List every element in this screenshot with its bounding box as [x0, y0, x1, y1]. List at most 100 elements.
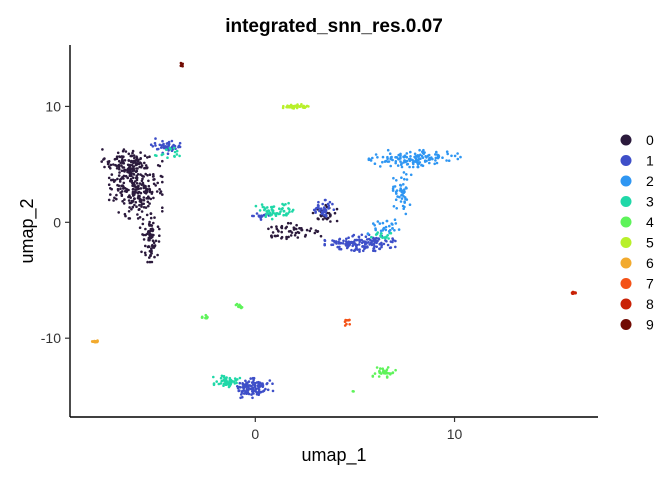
data-point [318, 207, 321, 210]
data-point [138, 216, 142, 219]
y-axis-ticks: 10 0 -10 [41, 98, 70, 346]
data-point [313, 231, 317, 235]
data-point [322, 213, 326, 217]
data-point [295, 104, 298, 108]
data-point [145, 197, 148, 200]
data-point [360, 238, 364, 242]
data-point [404, 186, 408, 189]
data-point [109, 163, 113, 167]
data-point [144, 206, 148, 209]
data-point [393, 218, 397, 221]
data-point [416, 159, 419, 163]
data-point [154, 239, 158, 243]
data-point [141, 218, 145, 221]
data-point [139, 151, 142, 154]
data-point [147, 245, 150, 248]
data-point [274, 234, 278, 238]
data-point [286, 221, 290, 225]
data-point [149, 197, 153, 201]
series-9 [179, 61, 184, 68]
data-point [167, 144, 170, 148]
data-point [295, 227, 298, 231]
data-point [370, 242, 374, 246]
data-point [128, 217, 132, 220]
data-point [352, 233, 356, 237]
data-point [381, 229, 385, 232]
data-point [129, 173, 133, 176]
data-point [253, 385, 257, 389]
data-point [163, 146, 166, 150]
data-point [125, 187, 128, 191]
data-point [101, 148, 104, 151]
data-point [393, 229, 396, 232]
legend-swatch [620, 278, 632, 289]
data-point [343, 324, 347, 327]
data-point [137, 190, 141, 194]
data-point [166, 152, 170, 155]
data-point [402, 183, 405, 186]
data-point [119, 187, 122, 190]
series-1 [149, 137, 397, 400]
data-point [156, 181, 159, 185]
data-point [161, 193, 164, 196]
data-point [107, 183, 111, 186]
data-point [400, 163, 403, 166]
data-point [403, 201, 407, 204]
data-point [112, 199, 115, 202]
data-point [372, 242, 376, 246]
data-point [152, 196, 155, 200]
data-point [121, 159, 125, 163]
data-point [293, 234, 297, 237]
data-point [404, 212, 408, 216]
data-point [241, 383, 245, 386]
data-point [418, 148, 421, 152]
data-point [348, 318, 351, 322]
data-point [338, 238, 341, 241]
data-point [392, 185, 395, 189]
legend-label: 2 [646, 173, 654, 189]
x-tick-label: 10 [447, 426, 463, 442]
data-point [357, 243, 361, 246]
data-point [399, 160, 402, 163]
data-point [402, 191, 406, 195]
data-point [400, 176, 403, 179]
data-point [348, 323, 352, 326]
data-point [392, 205, 396, 208]
data-point [402, 155, 405, 159]
data-point [129, 171, 133, 174]
data-point [322, 209, 325, 213]
data-point [161, 180, 164, 184]
data-point [136, 217, 140, 220]
data-point [100, 160, 103, 163]
data-point [287, 230, 291, 233]
data-point [204, 313, 208, 317]
data-point [132, 168, 135, 172]
data-point [145, 213, 149, 217]
data-point [142, 202, 145, 206]
data-point [118, 180, 122, 183]
data-point [323, 239, 327, 243]
data-point [376, 156, 379, 159]
data-point [144, 253, 147, 257]
data-point [274, 214, 278, 217]
data-point [364, 235, 368, 238]
data-point [373, 224, 377, 227]
data-point [281, 207, 284, 210]
data-point [384, 225, 388, 229]
data-point [158, 164, 162, 168]
data-point [398, 195, 401, 199]
data-point [412, 160, 416, 163]
data-point [378, 222, 382, 225]
data-point [353, 242, 357, 245]
data-point [122, 181, 126, 185]
data-point [268, 379, 272, 382]
data-point [327, 206, 331, 209]
data-point [146, 166, 149, 169]
data-point [131, 151, 134, 155]
data-point [363, 245, 367, 249]
data-point [380, 232, 383, 235]
data-point [136, 186, 140, 190]
data-point [387, 237, 390, 240]
data-point [113, 158, 117, 161]
data-point [147, 179, 150, 183]
